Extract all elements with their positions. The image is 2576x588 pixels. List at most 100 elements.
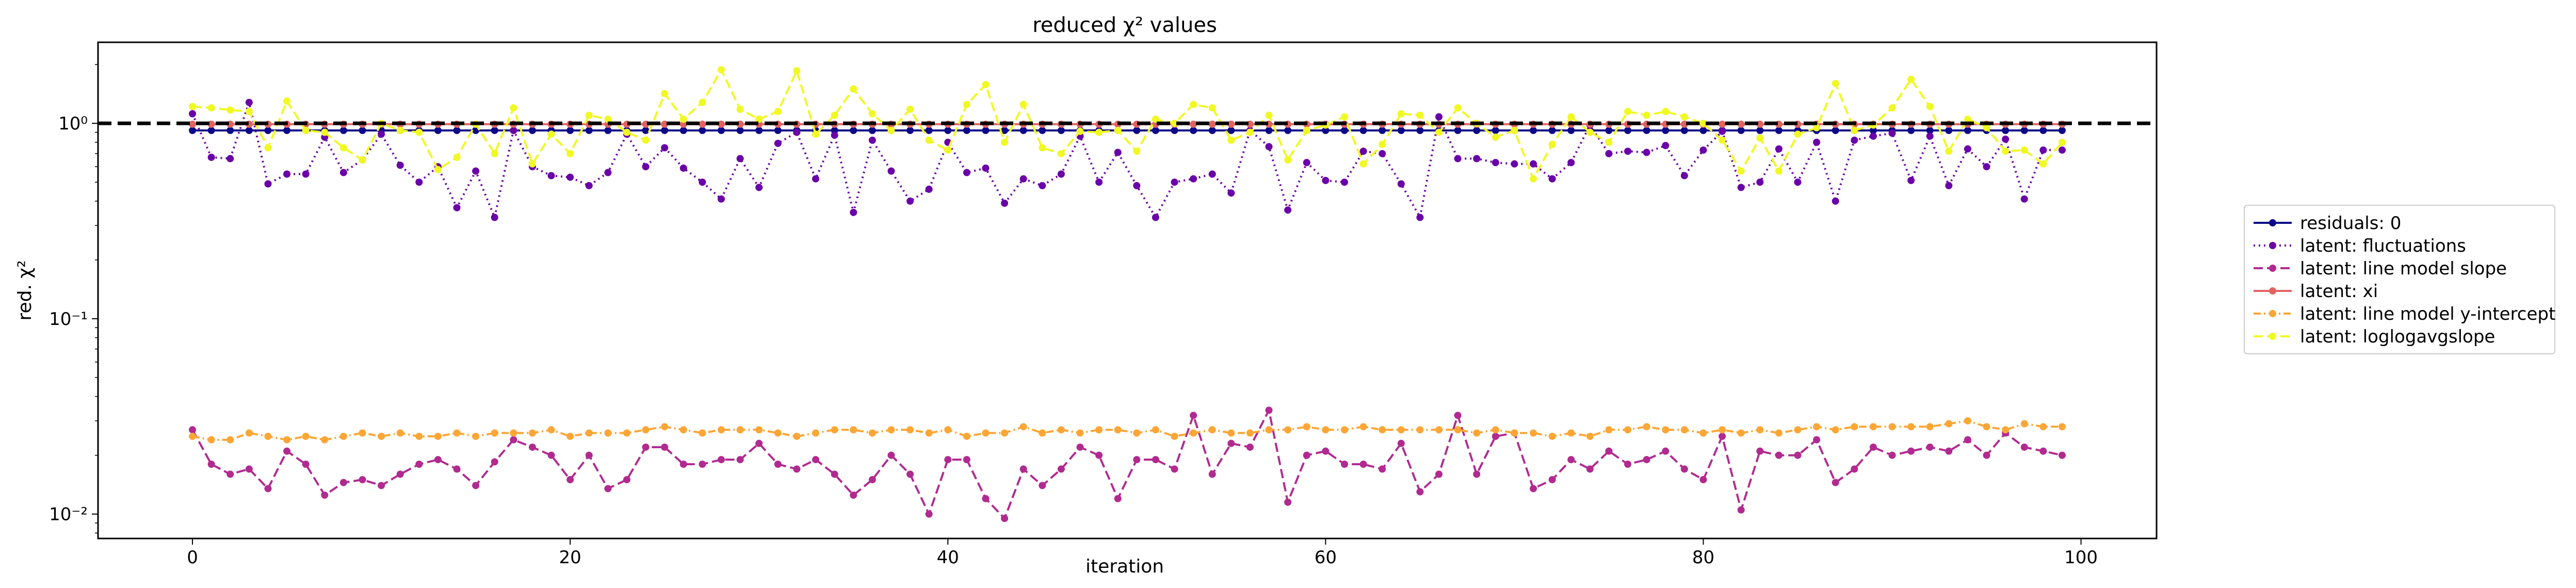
data-point bbox=[491, 126, 498, 134]
data-point bbox=[1454, 126, 1462, 134]
data-point bbox=[585, 126, 593, 134]
data-point bbox=[1340, 178, 1348, 186]
data-point bbox=[1039, 429, 1046, 437]
data-point bbox=[1699, 126, 1707, 134]
data-point bbox=[793, 67, 801, 75]
data-point bbox=[1397, 180, 1405, 188]
data-point bbox=[1454, 104, 1462, 112]
data-point bbox=[339, 479, 347, 486]
data-point bbox=[434, 166, 442, 173]
data-point bbox=[1171, 465, 1178, 473]
data-point bbox=[679, 120, 687, 128]
legend-marker bbox=[2269, 333, 2276, 340]
data-point bbox=[1530, 485, 1537, 493]
data-point bbox=[1492, 426, 1499, 434]
data-point bbox=[491, 429, 498, 437]
chart-title: reduced χ² values bbox=[1032, 13, 1217, 37]
data-point bbox=[1246, 443, 1254, 451]
data-point bbox=[1926, 132, 1934, 140]
data-point bbox=[2020, 146, 2028, 154]
data-point bbox=[1340, 460, 1348, 468]
data-point bbox=[755, 184, 763, 191]
data-point bbox=[1303, 423, 1310, 431]
data-point bbox=[1719, 426, 1726, 434]
data-point bbox=[1813, 124, 1821, 132]
data-point bbox=[982, 80, 990, 88]
data-point bbox=[623, 128, 630, 136]
data-point bbox=[661, 144, 669, 152]
data-point bbox=[831, 111, 838, 119]
data-point bbox=[1530, 429, 1537, 437]
data-point bbox=[264, 180, 272, 188]
data-point bbox=[1643, 149, 1650, 156]
data-point bbox=[717, 456, 725, 464]
data-point bbox=[925, 136, 933, 144]
data-point bbox=[1869, 443, 1877, 451]
data-point bbox=[1643, 126, 1650, 134]
data-point bbox=[1379, 126, 1386, 134]
data-point bbox=[1303, 126, 1310, 134]
data-point bbox=[1416, 488, 1424, 496]
data-point bbox=[1001, 515, 1009, 522]
data-point bbox=[396, 470, 404, 478]
data-point bbox=[1379, 465, 1386, 473]
data-point bbox=[1227, 439, 1235, 447]
series-1 bbox=[189, 99, 2066, 221]
x-tick-label: 20 bbox=[559, 547, 581, 568]
data-point bbox=[717, 195, 725, 203]
data-point bbox=[1680, 113, 1688, 121]
data-point bbox=[736, 155, 744, 162]
data-point bbox=[1284, 156, 1292, 164]
data-point bbox=[604, 429, 612, 437]
data-point bbox=[1397, 126, 1405, 134]
data-point bbox=[661, 90, 669, 97]
data-point bbox=[1680, 465, 1688, 473]
data-point bbox=[1832, 126, 1839, 134]
data-point bbox=[944, 146, 952, 154]
data-point bbox=[717, 66, 725, 74]
data-point bbox=[1548, 432, 1556, 440]
data-point bbox=[566, 173, 574, 181]
data-point bbox=[604, 485, 612, 493]
data-point bbox=[1284, 426, 1292, 434]
data-point bbox=[1454, 412, 1462, 419]
data-point bbox=[982, 495, 990, 502]
data-point bbox=[1567, 159, 1575, 167]
data-point bbox=[1605, 447, 1613, 455]
data-point bbox=[453, 204, 461, 211]
data-point bbox=[1001, 200, 1009, 207]
data-point bbox=[1359, 148, 1367, 155]
data-point bbox=[1624, 126, 1632, 134]
data-point bbox=[793, 128, 801, 136]
data-point bbox=[1888, 451, 1896, 459]
data-point bbox=[1511, 126, 1518, 134]
data-point bbox=[717, 426, 725, 434]
data-point bbox=[963, 169, 970, 176]
data-point bbox=[1492, 432, 1499, 440]
data-point bbox=[661, 443, 669, 451]
data-point bbox=[1379, 150, 1386, 157]
data-point bbox=[2020, 443, 2028, 451]
data-point bbox=[963, 126, 970, 134]
data-point bbox=[1869, 423, 1877, 431]
data-point bbox=[679, 426, 687, 434]
data-point bbox=[774, 139, 782, 147]
data-point bbox=[831, 132, 838, 139]
legend-label: latent: fluctuations bbox=[2300, 236, 2466, 256]
data-point bbox=[1964, 145, 1971, 153]
data-point bbox=[604, 169, 612, 176]
data-point bbox=[283, 170, 291, 178]
data-point bbox=[1152, 214, 1159, 221]
data-point bbox=[1397, 110, 1405, 118]
data-point bbox=[1133, 126, 1141, 134]
data-point bbox=[755, 439, 763, 447]
data-point bbox=[226, 126, 234, 134]
data-point bbox=[1530, 160, 1537, 168]
data-point bbox=[1832, 197, 1839, 205]
data-point bbox=[1643, 111, 1650, 119]
data-point bbox=[1964, 116, 1971, 123]
data-point bbox=[1680, 426, 1688, 434]
data-point bbox=[1624, 460, 1632, 468]
data-point bbox=[491, 150, 498, 157]
x-axis-label: iteration bbox=[1086, 556, 1164, 577]
